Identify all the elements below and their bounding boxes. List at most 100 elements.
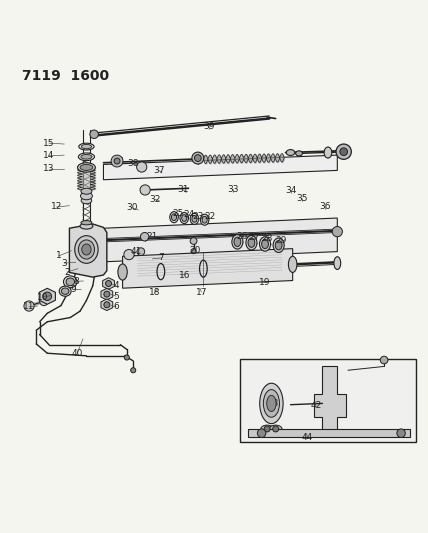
Text: 21: 21 bbox=[147, 232, 158, 241]
Ellipse shape bbox=[81, 197, 92, 204]
Text: 12: 12 bbox=[51, 203, 62, 212]
Text: 17: 17 bbox=[196, 287, 207, 296]
Text: 38: 38 bbox=[128, 159, 139, 168]
Ellipse shape bbox=[78, 240, 95, 259]
Circle shape bbox=[190, 238, 197, 245]
Ellipse shape bbox=[288, 256, 297, 272]
Circle shape bbox=[332, 227, 342, 237]
Circle shape bbox=[24, 301, 34, 311]
Circle shape bbox=[140, 232, 149, 241]
Circle shape bbox=[40, 297, 48, 305]
Ellipse shape bbox=[192, 215, 197, 222]
Circle shape bbox=[340, 148, 348, 156]
Text: 19: 19 bbox=[259, 278, 271, 287]
Ellipse shape bbox=[180, 213, 188, 223]
Text: 43: 43 bbox=[268, 399, 279, 408]
Ellipse shape bbox=[172, 214, 177, 221]
Text: 32: 32 bbox=[150, 195, 161, 204]
Text: 6: 6 bbox=[113, 302, 119, 311]
Text: 16: 16 bbox=[178, 271, 190, 279]
Circle shape bbox=[191, 248, 196, 254]
Ellipse shape bbox=[78, 153, 95, 160]
Text: 29: 29 bbox=[276, 236, 287, 245]
Ellipse shape bbox=[82, 244, 91, 255]
Text: 10: 10 bbox=[37, 293, 49, 302]
Ellipse shape bbox=[81, 221, 92, 225]
Polygon shape bbox=[122, 248, 293, 288]
Ellipse shape bbox=[334, 257, 341, 270]
Text: 35: 35 bbox=[296, 194, 307, 203]
Text: 33: 33 bbox=[227, 184, 239, 193]
Text: 39: 39 bbox=[203, 122, 215, 131]
Text: 7119  1600: 7119 1600 bbox=[22, 69, 109, 83]
Ellipse shape bbox=[81, 188, 92, 194]
Ellipse shape bbox=[296, 151, 303, 156]
Circle shape bbox=[194, 155, 201, 161]
Circle shape bbox=[104, 302, 110, 308]
Circle shape bbox=[336, 144, 351, 159]
Ellipse shape bbox=[80, 223, 93, 229]
Ellipse shape bbox=[248, 238, 255, 247]
Text: 28: 28 bbox=[262, 235, 273, 244]
Text: 44: 44 bbox=[302, 433, 313, 442]
Ellipse shape bbox=[79, 143, 94, 150]
Ellipse shape bbox=[190, 213, 199, 224]
Text: 40: 40 bbox=[71, 349, 83, 358]
Circle shape bbox=[131, 368, 136, 373]
Circle shape bbox=[104, 291, 110, 297]
Ellipse shape bbox=[81, 155, 92, 159]
Ellipse shape bbox=[263, 390, 279, 417]
Circle shape bbox=[273, 426, 279, 432]
Text: 37: 37 bbox=[153, 166, 164, 175]
Ellipse shape bbox=[170, 212, 178, 223]
Text: 27: 27 bbox=[249, 233, 260, 242]
Ellipse shape bbox=[63, 276, 77, 288]
Polygon shape bbox=[84, 218, 337, 263]
Ellipse shape bbox=[262, 239, 268, 248]
Text: 41: 41 bbox=[131, 247, 142, 256]
Ellipse shape bbox=[286, 150, 295, 156]
Text: 23: 23 bbox=[192, 212, 204, 221]
Text: 42: 42 bbox=[310, 401, 322, 410]
Ellipse shape bbox=[324, 147, 332, 158]
Circle shape bbox=[264, 426, 270, 432]
Ellipse shape bbox=[61, 288, 69, 294]
Text: 25: 25 bbox=[172, 209, 184, 218]
Circle shape bbox=[124, 249, 134, 260]
Ellipse shape bbox=[80, 165, 93, 171]
Text: 31: 31 bbox=[178, 185, 189, 195]
Text: 7: 7 bbox=[158, 254, 164, 262]
Ellipse shape bbox=[275, 240, 282, 250]
Text: 26: 26 bbox=[236, 232, 247, 241]
Ellipse shape bbox=[80, 192, 92, 200]
Text: 30: 30 bbox=[127, 203, 138, 212]
Text: 36: 36 bbox=[319, 203, 330, 212]
Polygon shape bbox=[39, 288, 55, 304]
Ellipse shape bbox=[81, 144, 92, 149]
Polygon shape bbox=[69, 224, 107, 277]
Polygon shape bbox=[101, 288, 113, 300]
Ellipse shape bbox=[232, 235, 243, 249]
Circle shape bbox=[380, 356, 388, 364]
Ellipse shape bbox=[77, 163, 95, 172]
Text: 13: 13 bbox=[43, 164, 55, 173]
Ellipse shape bbox=[273, 238, 284, 253]
Text: 1: 1 bbox=[56, 252, 62, 260]
Ellipse shape bbox=[181, 215, 187, 221]
Ellipse shape bbox=[118, 264, 127, 280]
Text: 8: 8 bbox=[73, 277, 79, 286]
Circle shape bbox=[43, 292, 51, 301]
Circle shape bbox=[124, 355, 129, 360]
Ellipse shape bbox=[269, 425, 282, 433]
Text: 2: 2 bbox=[65, 268, 70, 277]
Ellipse shape bbox=[261, 425, 273, 433]
Ellipse shape bbox=[75, 236, 98, 263]
Text: 15: 15 bbox=[43, 139, 55, 148]
Text: 18: 18 bbox=[149, 287, 160, 296]
Text: 9: 9 bbox=[71, 285, 77, 294]
Polygon shape bbox=[104, 155, 337, 180]
Circle shape bbox=[137, 248, 145, 255]
Circle shape bbox=[90, 130, 98, 139]
Text: 20: 20 bbox=[189, 246, 201, 255]
Text: 24: 24 bbox=[183, 210, 194, 219]
